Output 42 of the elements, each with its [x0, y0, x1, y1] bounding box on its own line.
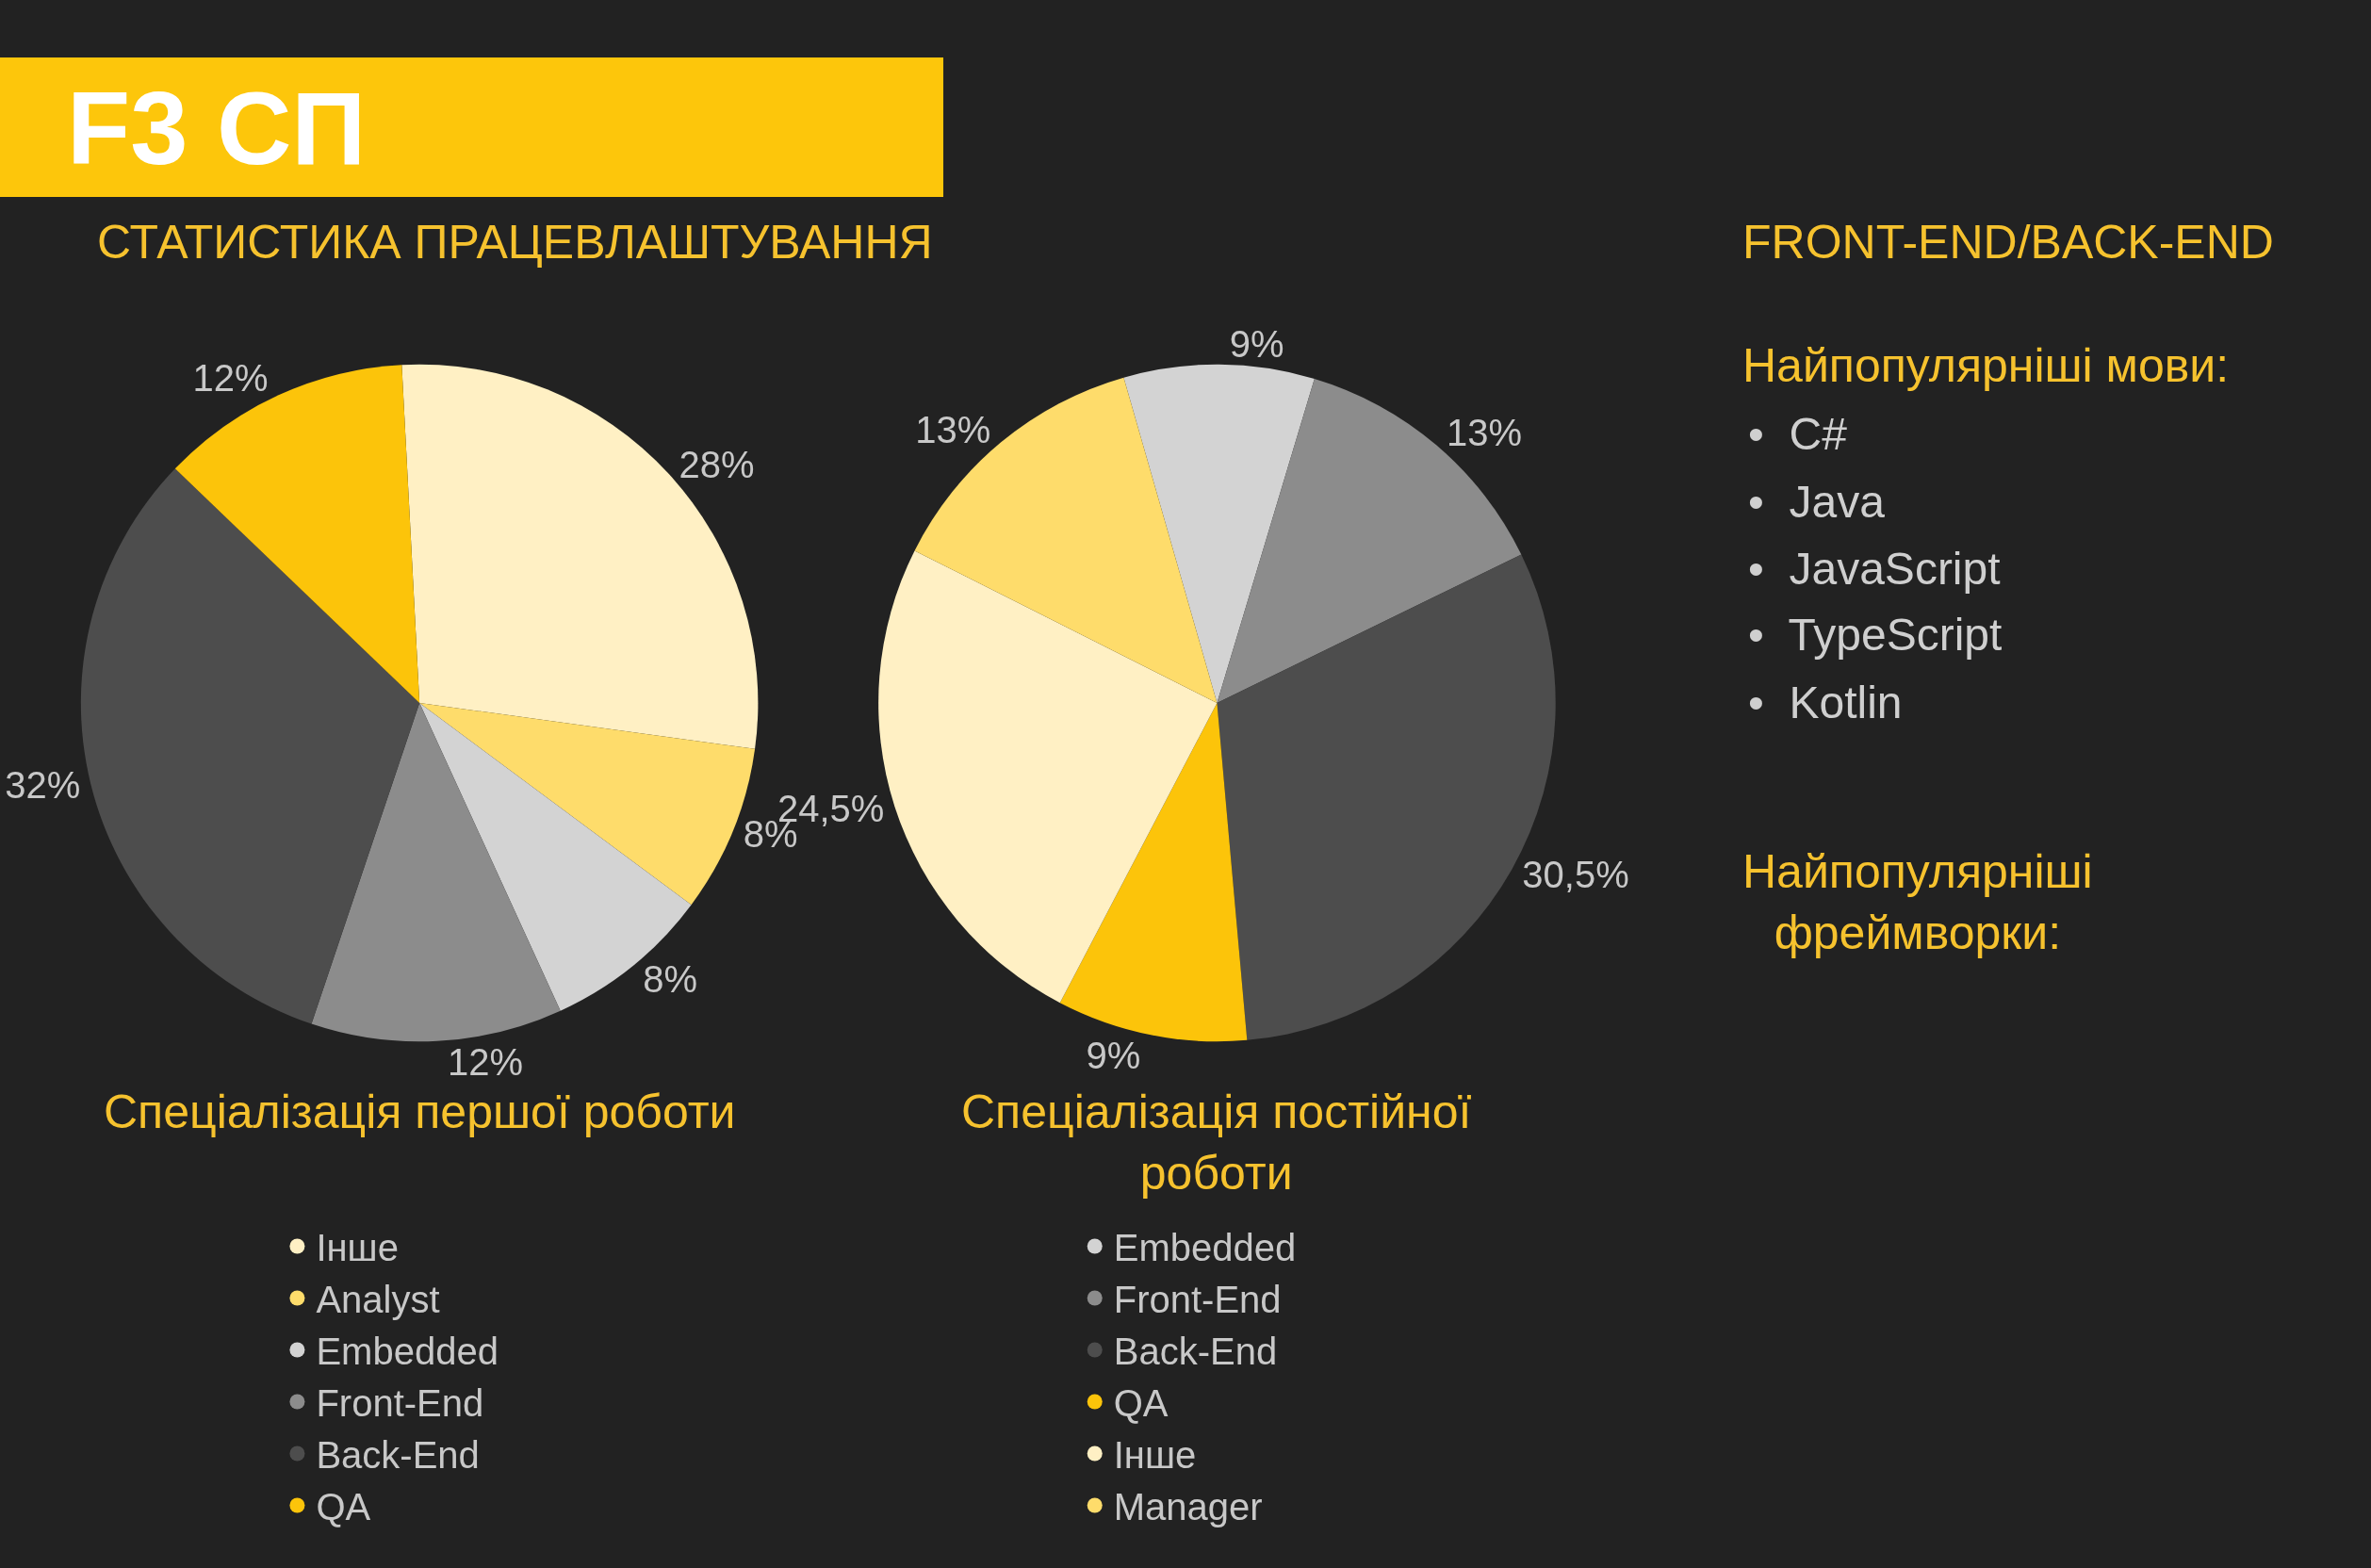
pie-slice	[914, 377, 1218, 703]
legend-label: Analyst	[316, 1279, 440, 1321]
data-label: 9%	[1086, 1034, 1141, 1076]
category-label: • Kotlin	[1748, 678, 1903, 727]
legend-label: Manager	[1113, 1486, 1263, 1528]
data-label: 12%	[192, 357, 269, 400]
text: Спеціалізація першої роботи	[104, 1086, 736, 1138]
data-label: 13%	[1447, 412, 1523, 454]
legend-label: Embedded	[316, 1331, 499, 1373]
data-label: 30,5%	[1522, 853, 1629, 895]
data-label: 28%	[679, 443, 755, 485]
data-label: 32%	[5, 763, 81, 806]
pie-slice	[1123, 365, 1315, 703]
legend-label: QA	[1113, 1382, 1169, 1425]
pie-slice	[80, 468, 420, 1024]
text: Спеціалізація постійної роботи	[961, 1086, 1472, 1200]
legend-label: Back-End	[316, 1434, 480, 1477]
category-label: • Java	[1748, 477, 1886, 527]
legend-label: QA	[316, 1486, 371, 1528]
legend-label: Back-End	[1113, 1331, 1278, 1373]
pie-slice	[401, 365, 759, 749]
category-label: • TypeScript	[1748, 610, 2003, 660]
text: FRONT-END/BACK-END	[1742, 216, 2274, 269]
category-label: • JavaScript	[1748, 544, 2001, 594]
legend-label: Front-End	[1113, 1279, 1282, 1321]
pie-slice	[311, 703, 561, 1041]
pie-slice	[174, 365, 420, 703]
pie-slice	[1217, 378, 1522, 703]
legend-label: Embedded	[1113, 1227, 1297, 1269]
text: СТАТИСТИКА ПРАЦЕВЛАШТУВАННЯ	[97, 216, 933, 269]
legend-label: Front-End	[316, 1382, 484, 1425]
data-label: 8%	[643, 957, 698, 1000]
category-label: • C#	[1748, 409, 1848, 459]
text: Найпопулярніші фреймворки:	[1742, 845, 2093, 959]
legend-label: Інше	[316, 1227, 399, 1269]
data-label: 13%	[915, 409, 991, 451]
text: F3 СП	[67, 70, 367, 186]
text: Найпопулярніші мови:	[1742, 339, 2230, 392]
data-label: 9%	[1229, 322, 1284, 365]
legend-label: Інше	[1113, 1434, 1197, 1477]
data-label: 12%	[447, 1040, 523, 1083]
pie-slice	[1059, 703, 1248, 1042]
